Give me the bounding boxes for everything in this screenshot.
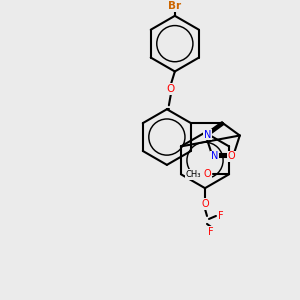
- Text: O: O: [167, 84, 175, 94]
- Text: O: O: [203, 169, 211, 179]
- Text: CH₃: CH₃: [186, 170, 201, 179]
- Text: F: F: [218, 211, 224, 221]
- Text: O: O: [227, 152, 235, 161]
- Text: F: F: [208, 227, 214, 237]
- Text: Br: Br: [168, 1, 182, 11]
- Text: O: O: [201, 199, 209, 209]
- Text: N: N: [211, 152, 218, 161]
- Text: N: N: [204, 130, 212, 140]
